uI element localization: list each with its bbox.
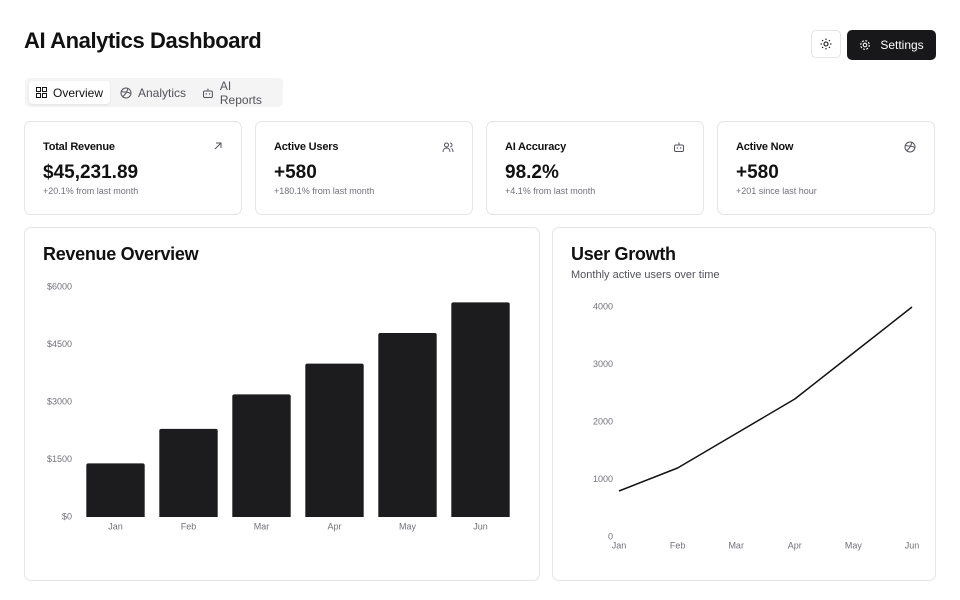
card-icon — [214, 142, 222, 150]
y-tick-label: $4500 — [47, 339, 72, 349]
tab-icon — [36, 87, 47, 98]
settings-label: Settings — [880, 38, 924, 52]
card-label: Total Revenue — [43, 141, 115, 153]
card-note: +201 since last hour — [736, 186, 817, 196]
x-tick-label: May — [399, 521, 417, 531]
card-value: $45,231.89 — [43, 162, 139, 183]
x-tick-label: Apr — [327, 521, 341, 531]
tab[interactable]: Analytics — [113, 81, 193, 104]
y-tick-label: 1000 — [593, 474, 613, 484]
card-label: Active Users — [274, 141, 339, 153]
bar — [378, 333, 437, 517]
y-tick-label: 2000 — [593, 416, 613, 426]
x-tick-label: Feb — [181, 521, 197, 531]
tab[interactable]: Overview — [29, 81, 110, 104]
y-tick-label: $0 — [62, 511, 72, 521]
card-icon — [442, 142, 454, 153]
sun-icon — [820, 38, 832, 50]
x-tick-label: Mar — [728, 540, 744, 550]
settings-button[interactable]: Settings — [847, 30, 936, 60]
bar — [451, 302, 510, 517]
x-tick-label: Jun — [905, 540, 920, 550]
line — [618, 306, 913, 492]
line-chart: 0 1000 2000 3000 4000 Jan Feb Mar Apr May Jun — [593, 301, 920, 550]
tab-label: Analytics — [138, 85, 187, 100]
card-note: +4.1% from last month — [505, 186, 596, 196]
x-tick-label: Feb — [670, 540, 686, 550]
tab-label: Overview — [52, 85, 103, 100]
x-tick-label: Jan — [108, 521, 123, 531]
x-tick-label: Apr — [788, 540, 802, 550]
x-tick-label: Jan — [612, 540, 627, 550]
y-tick-label: 4000 — [593, 301, 613, 311]
stat-card: Active Users +580 +180.1% from last mont… — [255, 121, 473, 215]
chart-subtitle: Monthly active users over time — [571, 269, 720, 281]
card-value: 98.2% — [505, 162, 559, 183]
x-tick-label: Jun — [473, 521, 488, 531]
tab[interactable]: AI Reports — [195, 78, 283, 107]
bar-chart: $0 $1500 $3000 $4500 $6000 Jan Feb Mar Apr May Jun — [47, 281, 510, 531]
chart-panel: User Growth Monthly active users over ti… — [552, 227, 936, 581]
tab-icon — [120, 87, 132, 98]
chart-title: Revenue Overview — [43, 244, 199, 264]
card-value: +580 — [274, 162, 317, 183]
stat-card: Active Now +580 +201 since last hour — [717, 121, 935, 215]
card-value: +580 — [736, 162, 779, 183]
y-tick-label: 0 — [608, 531, 613, 541]
x-tick-label: Mar — [254, 521, 270, 531]
chart-panel: Revenue Overview $0 $1500 $3000 $4500 $6000 J… — [24, 227, 540, 581]
gear-icon — [860, 40, 871, 50]
card-note: +20.1% from last month — [43, 186, 139, 196]
bar — [86, 463, 145, 517]
y-tick-label: 3000 — [593, 359, 613, 369]
theme-toggle[interactable] — [811, 30, 841, 58]
page-title: AI Analytics Dashboard — [24, 28, 262, 53]
y-tick-label: $6000 — [47, 281, 72, 291]
tab-list: Overview Analytics AI Reports — [25, 78, 283, 107]
y-tick-label: $3000 — [47, 396, 72, 406]
bar — [232, 394, 291, 517]
card-note: +180.1% from last month — [274, 186, 375, 196]
stat-card: Total Revenue $45,231.89 +20.1% from las… — [24, 121, 242, 215]
card-icon — [674, 142, 684, 152]
card-label: Active Now — [736, 141, 794, 153]
card-label: AI Accuracy — [505, 141, 566, 153]
card-icon — [904, 141, 916, 153]
tab-label: AI Reports — [219, 78, 262, 107]
stat-card: AI Accuracy 98.2% +4.1% from last month — [486, 121, 704, 215]
chart-title: User Growth — [571, 244, 676, 264]
bar — [159, 428, 218, 517]
tab-icon — [202, 88, 213, 98]
bar — [305, 363, 364, 517]
y-tick-label: $1500 — [47, 454, 72, 464]
x-tick-label: May — [845, 540, 863, 550]
